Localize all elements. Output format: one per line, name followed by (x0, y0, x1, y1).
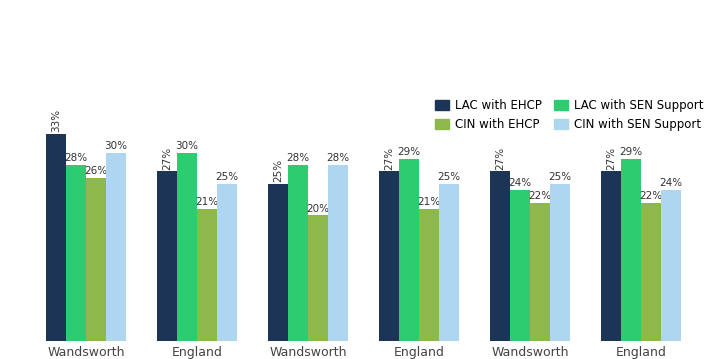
Text: 25%: 25% (438, 172, 461, 182)
Text: 30%: 30% (104, 141, 127, 151)
Text: 28%: 28% (326, 153, 350, 163)
Bar (510, 190, 530, 341)
Text: 28%: 28% (287, 153, 310, 163)
Bar (399, 159, 419, 341)
Text: 21%: 21% (418, 197, 441, 207)
Text: 25%: 25% (215, 172, 238, 182)
Text: 21%: 21% (196, 197, 219, 207)
Bar (66, 165, 86, 341)
Bar (379, 171, 399, 341)
Text: Incidence of SEN amoung LAC and CIN: Incidence of SEN amoung LAC and CIN (9, 24, 549, 48)
Text: 27%: 27% (162, 146, 172, 169)
Bar (217, 184, 237, 341)
Text: 27%: 27% (495, 146, 505, 169)
Bar (157, 171, 177, 341)
Bar (661, 190, 681, 341)
Bar (177, 153, 197, 341)
Bar (106, 153, 126, 341)
Bar (46, 134, 66, 341)
Text: 20%: 20% (307, 204, 330, 214)
Bar (268, 184, 288, 341)
Bar (550, 184, 570, 341)
Text: 24%: 24% (660, 178, 683, 188)
Bar (308, 215, 328, 341)
Text: 24%: 24% (508, 178, 531, 188)
Text: 27%: 27% (606, 146, 616, 169)
Text: 33%: 33% (51, 109, 61, 132)
Text: 29%: 29% (397, 147, 420, 157)
Legend: LAC with EHCP, CIN with EHCP, LAC with SEN Support, CIN with SEN Support: LAC with EHCP, CIN with EHCP, LAC with S… (431, 95, 707, 135)
Bar (86, 178, 106, 341)
Bar (601, 171, 621, 341)
Bar (641, 203, 661, 341)
Bar (197, 209, 217, 341)
Bar (439, 184, 459, 341)
Bar (621, 159, 641, 341)
Bar (288, 165, 308, 341)
Bar (490, 171, 510, 341)
Text: 26%: 26% (84, 166, 108, 176)
Text: 25%: 25% (549, 172, 572, 182)
Text: 30%: 30% (176, 141, 199, 151)
Text: 27%: 27% (384, 146, 394, 169)
Bar (328, 165, 348, 341)
Bar (530, 203, 550, 341)
Text: 22%: 22% (639, 191, 662, 201)
Text: 22%: 22% (528, 191, 552, 201)
Bar (419, 209, 439, 341)
Text: 25%: 25% (273, 159, 283, 182)
Text: 29%: 29% (619, 147, 643, 157)
Text: 28%: 28% (65, 153, 88, 163)
